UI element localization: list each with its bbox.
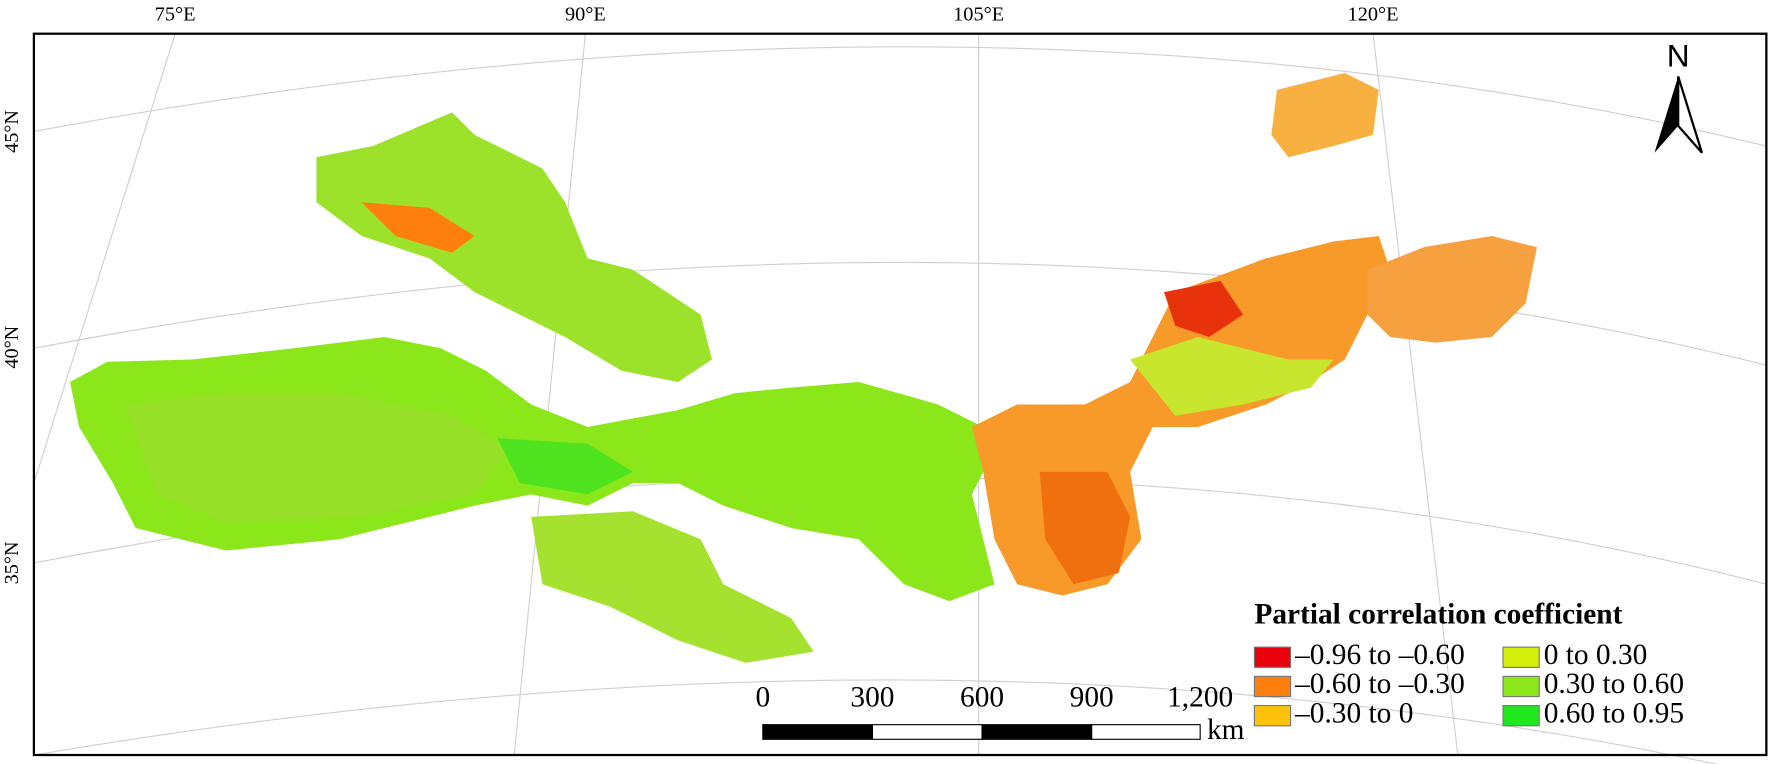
region <box>316 112 712 383</box>
region <box>361 202 475 253</box>
region <box>497 438 633 495</box>
legend-swatch <box>1253 705 1292 727</box>
north-label: N <box>1667 38 1690 74</box>
longitude-label: 120°E <box>1348 3 1399 25</box>
scale-label: 0 <box>755 682 770 714</box>
legend-label: –0.60 to –0.30 <box>1294 668 1465 700</box>
region <box>1367 235 1537 343</box>
map-frame <box>32 32 1768 757</box>
scale-segment <box>762 724 874 740</box>
longitude-label: 90°E <box>565 3 606 25</box>
scale-label: 600 <box>960 682 1004 714</box>
latitude-label: 35°N <box>1 541 23 584</box>
legend: –0.96 to –0.60–0.60 to –0.30–0.30 to 0 0 … <box>1253 639 1684 729</box>
region <box>124 393 509 523</box>
legend-swatch <box>1502 705 1540 727</box>
scale-segment <box>871 724 983 740</box>
latitude-label: 45°N <box>1 110 23 153</box>
legend-title: Partial correlation coefficient <box>1254 599 1622 631</box>
meridian <box>1372 33 1459 756</box>
parallel <box>33 679 1718 764</box>
region <box>531 511 814 663</box>
scale-unit: km <box>1207 714 1245 746</box>
land-cover <box>70 73 1537 663</box>
scale-bar <box>762 724 1201 740</box>
legend-swatch <box>1253 646 1292 668</box>
scale-label: 300 <box>850 682 894 714</box>
parallel <box>33 261 1767 366</box>
legend-label: 0.30 to 0.60 <box>1544 668 1684 700</box>
legend-label: 0 to 0.30 <box>1544 639 1648 671</box>
region <box>1271 73 1379 158</box>
legend-swatch <box>1502 646 1540 668</box>
meridian <box>33 33 176 484</box>
legend-label: –0.30 to 0 <box>1294 697 1413 729</box>
legend-label: –0.96 to –0.60 <box>1294 639 1465 671</box>
scale-label: 900 <box>1070 682 1114 714</box>
longitude-label: 105°E <box>953 3 1004 25</box>
region <box>1130 337 1334 416</box>
north-arrow <box>1677 76 1704 154</box>
region <box>1039 471 1131 585</box>
legend-label: 0.60 to 0.95 <box>1544 697 1684 729</box>
parallel <box>33 46 1767 147</box>
legend-swatch <box>1502 675 1540 698</box>
meridian <box>513 33 586 756</box>
scale-segment <box>1091 724 1201 740</box>
longitude-label: 75°E <box>155 3 196 25</box>
region <box>1164 280 1244 338</box>
scale-segment <box>981 724 1093 740</box>
scale-label: 1,200 <box>1167 682 1233 714</box>
latitude-label: 40°N <box>1 325 23 368</box>
legend-swatch <box>1253 675 1292 698</box>
